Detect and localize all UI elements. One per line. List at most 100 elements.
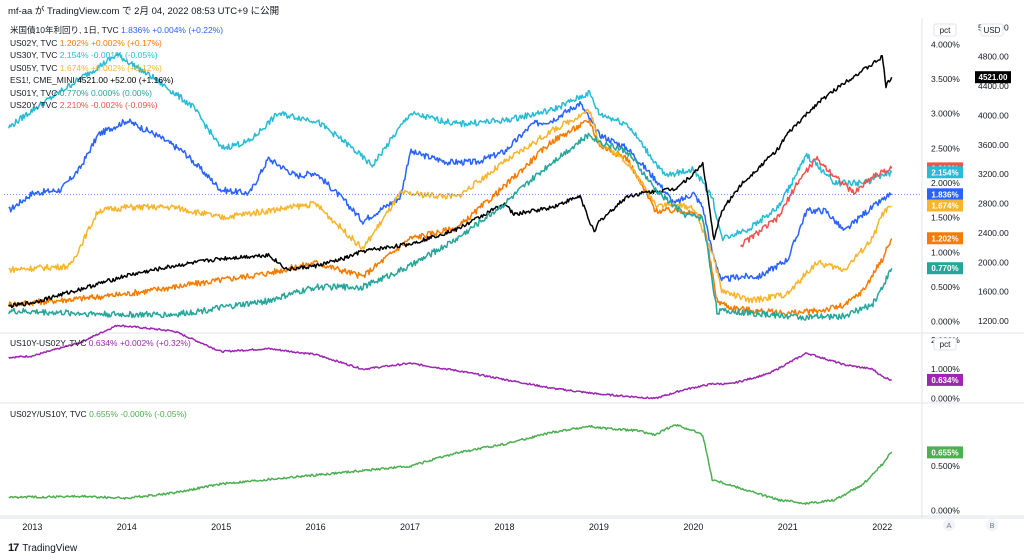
price-label-us02y-bg: [927, 232, 963, 245]
time-tick-2014: 2014: [117, 522, 137, 532]
usd-unit-badge: USD: [984, 26, 1001, 35]
spread-unit-badge-box: [933, 337, 957, 351]
ratio-axis-tick-0: 0.500%: [931, 461, 960, 471]
legend-row[interactable]: 米国債10年利回り, 1日, TVC 1.836% +0.004% (+0.22…: [10, 24, 223, 37]
legend-symbol: US05Y, TVC: [10, 62, 60, 73]
auto-scale-button: [943, 519, 955, 531]
time-tick-2022: 2022: [872, 522, 892, 532]
usd-axis-tick-6: 2800.00: [978, 199, 1009, 209]
legend-values: 2.154% -0.001% (-0.05%): [59, 50, 158, 60]
series-line-us10y-us02y: [8, 324, 892, 400]
usd-axis-tick-10: 1200.00: [978, 316, 1009, 326]
legend-row[interactable]: US02Y/US10Y, TVC 0.655% -0.000% (-0.05%): [10, 408, 187, 421]
series-line-us02y-us10y: [8, 423, 893, 506]
legend-values: 1.674% +0.002% (+0.12%): [59, 62, 162, 73]
usd-axis-tick-3: 4000.00: [978, 110, 1009, 120]
spread-axis-tick-2: 0.000%: [931, 393, 960, 403]
time-tick-2016: 2016: [306, 522, 326, 532]
back-scale-button: [986, 519, 998, 531]
usd-unit-badge-box: [980, 23, 1004, 37]
usd-axis-tick-8: 2000.00: [978, 257, 1009, 267]
price-label-us01y: 0.770%: [931, 264, 958, 273]
pct-axis-tick-1: 3.500%: [931, 74, 960, 84]
price-label-ratio: 0.655%: [931, 448, 958, 457]
back-scale-label: B: [989, 521, 994, 530]
price-label-spread: 0.634%: [931, 376, 958, 385]
time-tick-2013: 2013: [22, 522, 42, 532]
pct-unit-badge: pct: [940, 26, 951, 35]
legend-values: 4521.00 +52.00 (+1.16%): [77, 75, 174, 85]
price-label-us02y: 1.202%: [931, 234, 958, 243]
usd-axis-tick-7: 2400.00: [978, 228, 1009, 238]
legend-row[interactable]: US01Y, TVC 0.770% 0.000% (0.00%): [10, 87, 223, 100]
pct-axis-tick-7: 0.500%: [931, 282, 960, 292]
legend-values: 0.655% -0.000% (-0.05%): [89, 409, 187, 419]
tradingview-brand: TradingView: [22, 542, 78, 554]
tradingview-logo-icon: 17: [8, 542, 19, 554]
price-label-us10y-bg: [927, 188, 963, 201]
legend-row[interactable]: US30Y, TVC 2.154% -0.001% (-0.05%): [10, 49, 223, 62]
legend-symbol: US01Y, TVC: [10, 87, 60, 98]
legend-ratio-pane: US02Y/US10Y, TVC 0.655% -0.000% (-0.05%): [10, 408, 187, 421]
pct-axis-tick-2: 3.000%: [931, 109, 960, 119]
price-label-ratio-bg: [927, 446, 963, 459]
tradingview-footer[interactable]: 17 TradingView: [8, 542, 77, 554]
price-label-spread-bg: [927, 373, 963, 386]
legend-spread-pane: US10Y-US02Y, TVC 0.634% +0.002% (+0.32%): [10, 337, 191, 350]
pct-axis-tick-5: 1.500%: [931, 213, 960, 223]
price-label-us05y: 1.674%: [931, 202, 958, 211]
series-line-10: [8, 100, 893, 282]
price-label-es1: 4521.00: [979, 73, 1008, 82]
pct-axis-tick-0: 4.000%: [931, 39, 960, 49]
ratio-axis-tick-1: 0.000%: [931, 506, 960, 516]
legend-symbol: US10Y-US02Y, TVC: [10, 338, 89, 348]
usd-axis-tick-4: 3600.00: [978, 140, 1009, 150]
legend-symbol: US02Y, TVC: [10, 37, 60, 48]
pct-axis-tick-8: 0.000%: [931, 317, 960, 327]
price-label-us10y: 1.836%: [931, 190, 958, 199]
legend-values: 2.210% -0.002% (-0.09%): [59, 100, 158, 110]
legend-symbol: 米国債10年利回り, 1日, TVC: [10, 25, 121, 35]
legend-row[interactable]: US02Y, TVC 1.202% +0.002% (+0.17%): [10, 37, 223, 50]
usd-axis-tick-9: 1600.00: [978, 287, 1009, 297]
series-line-US02Y: [7, 119, 893, 317]
legend-symbol: US30Y, TVC: [10, 50, 60, 60]
legend-values: 0.634% +0.002% (+0.32%): [88, 338, 191, 348]
publish-header: mf-aa が TradingView.com で 2月 04, 2022 08…: [8, 6, 280, 17]
legend-row[interactable]: ES1!, CME_MINI 4521.00 +52.00 (+1.16%): [10, 74, 223, 87]
time-tick-2019: 2019: [589, 522, 609, 532]
series-line-US01Y: [8, 132, 893, 321]
spread-unit-badge: pct: [940, 340, 951, 349]
time-tick-2018: 2018: [494, 522, 514, 532]
legend-main-pane: 米国債10年利回り, 1日, TVC 1.836% +0.004% (+0.22…: [10, 24, 223, 112]
pct-axis-tick-4: 2.000%: [931, 178, 960, 188]
legend-row[interactable]: US05Y, TVC 1.674% +0.002% (+0.12%): [10, 62, 223, 75]
spread-axis-tick-1: 1.000%: [931, 364, 960, 374]
series-line-ES1: [8, 54, 893, 309]
pct-axis-tick-6: 1.000%: [931, 247, 960, 257]
price-label-us30y: 2.154%: [931, 168, 958, 177]
time-tick-2017: 2017: [400, 522, 420, 532]
legend-symbol: ES1!, CME_MINI: [10, 75, 78, 85]
legend-row[interactable]: US20Y, TVC 2.210% -0.002% (-0.09%): [10, 99, 223, 112]
series-line-US30Y: [7, 52, 893, 242]
legend-symbol: US02Y/US10Y, TVC: [10, 409, 90, 419]
legend-values: 1.836% +0.004% (+0.22%): [121, 25, 224, 35]
time-tick-2021: 2021: [778, 522, 798, 532]
time-tick-2015: 2015: [211, 522, 231, 532]
price-label-us01y-bg: [927, 262, 963, 275]
usd-axis-tick-2: 4400.00: [978, 81, 1009, 91]
price-label-es1-bg: [975, 71, 1011, 84]
legend-symbol: US20Y, TVC: [10, 100, 60, 110]
price-label-us30y-bg: [927, 166, 963, 179]
price-label-us05y-bg: [927, 199, 963, 212]
usd-axis-tick-5: 3200.00: [978, 169, 1009, 179]
legend-values: 1.202% +0.002% (+0.17%): [59, 37, 162, 48]
pct-axis-tick-3: 2.500%: [931, 143, 960, 153]
usd-axis-tick-1: 4800.00: [978, 52, 1009, 62]
series-line-US05Y: [8, 108, 893, 304]
pct-unit-badge-box: [933, 23, 957, 37]
legend-row[interactable]: US10Y-US02Y, TVC 0.634% +0.002% (+0.32%): [10, 337, 191, 350]
time-tick-2020: 2020: [683, 522, 703, 532]
